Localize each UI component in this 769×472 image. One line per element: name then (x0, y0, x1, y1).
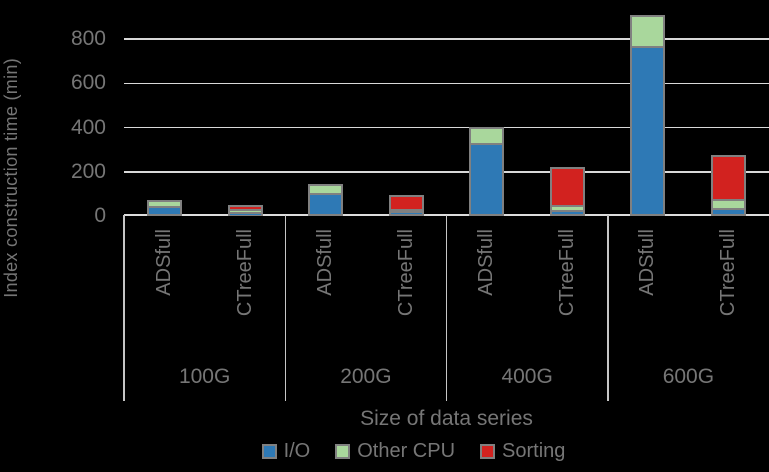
bar-label-wrap: CTreeFull (234, 229, 256, 316)
y-axis-tick-label: 200 (70, 159, 106, 183)
segment-other-cpu (309, 186, 341, 193)
category-label-200G: 200G (340, 365, 392, 388)
segment-other-cpu (471, 128, 502, 144)
segment-i-o (148, 207, 180, 214)
segment-i-o (552, 211, 583, 214)
segment-i-o (632, 48, 664, 214)
x-axis-line (124, 213, 769, 216)
bar-200G-CTreeFull (388, 194, 424, 216)
legend-swatch (480, 444, 496, 459)
bar-400G-ADSfull (469, 126, 504, 216)
segment-divider (552, 209, 583, 212)
segment-other-cpu (148, 202, 180, 206)
bar-label-wrap: ADSfull (153, 229, 175, 296)
segment-divider (713, 199, 745, 202)
segment-sorting (552, 168, 583, 206)
segment-divider (552, 205, 583, 208)
bar-label-wrap: CTreeFull (395, 229, 417, 316)
segment-divider (148, 205, 180, 208)
segment-divider (471, 143, 502, 146)
bar-label-ADSfull: ADSfull (152, 229, 175, 296)
y-axis-tick-label: 800 (70, 27, 106, 51)
gridline-800 (124, 38, 769, 40)
category-label-600G: 600G (662, 365, 715, 388)
segment-divider (229, 211, 261, 214)
plot-area (124, 0, 769, 216)
bar-100G-ADSfull (146, 200, 182, 216)
segment-other-cpu (390, 210, 422, 212)
segment-divider (713, 207, 745, 210)
segment-divider (229, 209, 261, 212)
legend-label: Other CPU (357, 440, 456, 462)
bar-label-CTreeFull: CTreeFull (394, 229, 417, 317)
bar-label-wrap: ADSfull (475, 229, 498, 296)
segment-sorting (713, 157, 745, 200)
bar-600G-CTreeFull (711, 155, 747, 216)
legend: I/O Other CPU Sorting (0, 440, 769, 463)
bar-200G-ADSfull (307, 184, 343, 216)
bar-label-ADSfull: ADSfull (636, 229, 659, 296)
bar-label-CTreeFull: CTreeFull (556, 229, 578, 317)
bar-label-CTreeFull: CTreeFull (233, 229, 256, 317)
legend-swatch (335, 444, 351, 459)
bar-label-wrap: CTreeFull (556, 229, 579, 317)
segment-i-o (713, 209, 745, 214)
bar-100G-CTreeFull (227, 204, 263, 216)
segment-divider (309, 192, 341, 195)
bar-400G-CTreeFull (550, 166, 585, 216)
legend-item-other-cpu: Other CPU (335, 440, 455, 463)
segment-sorting (229, 206, 261, 210)
gridline-200 (124, 171, 769, 173)
segment-other-cpu (552, 207, 583, 210)
category-separator (445, 215, 448, 401)
legend-item-sorting: Sorting (480, 440, 565, 463)
bar-label-wrap: CTreeFull (717, 229, 740, 317)
segment-divider (390, 211, 422, 214)
legend-label: I/O (283, 440, 311, 462)
segment-other-cpu (632, 17, 664, 47)
legend-item-i-o: I/O (261, 440, 311, 463)
segment-i-o (309, 194, 341, 214)
x-axis-title: Size of data series (360, 407, 533, 430)
y-axis-tick-label: 600 (70, 71, 106, 95)
bar-label-wrap: ADSfull (314, 229, 336, 296)
bar-label-ADSfull: ADSfull (313, 229, 336, 296)
category-separator (123, 215, 125, 401)
segment-i-o (390, 213, 422, 214)
y-axis-tick-label: 0 (94, 204, 106, 227)
bar-label-CTreeFull: CTreeFull (717, 229, 740, 317)
segment-divider (390, 208, 422, 211)
bar-label-ADSfull: ADSfull (475, 229, 497, 296)
category-label-400G: 400G (501, 365, 553, 388)
category-separator (607, 215, 609, 401)
category-label-100G: 100G (178, 365, 231, 388)
legend-swatch (261, 444, 277, 459)
y-axis-tick-label: 400 (70, 115, 106, 139)
bar-label-wrap: ADSfull (636, 229, 659, 296)
gridline-600 (124, 82, 769, 85)
segment-divider (632, 46, 664, 49)
bar-600G-ADSfull (630, 15, 666, 216)
category-separator (284, 215, 286, 401)
legend-label: Sorting (502, 440, 566, 462)
gridline-400 (124, 126, 769, 129)
segment-other-cpu (713, 201, 745, 208)
segment-i-o (471, 145, 502, 214)
segment-sorting (390, 196, 422, 209)
